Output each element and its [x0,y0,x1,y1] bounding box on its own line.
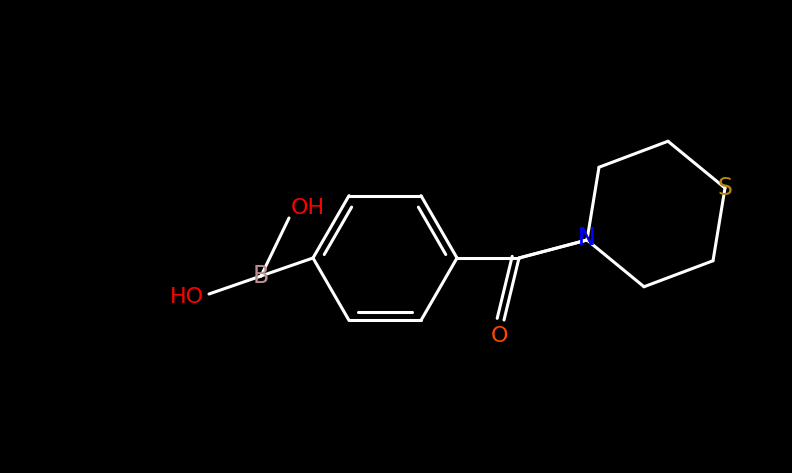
Text: B: B [253,264,269,288]
Text: N: N [578,226,596,250]
Text: N: N [578,226,596,250]
Text: HO: HO [169,287,204,307]
Text: S: S [718,176,733,200]
Text: OH: OH [291,198,326,218]
Text: O: O [491,326,508,346]
